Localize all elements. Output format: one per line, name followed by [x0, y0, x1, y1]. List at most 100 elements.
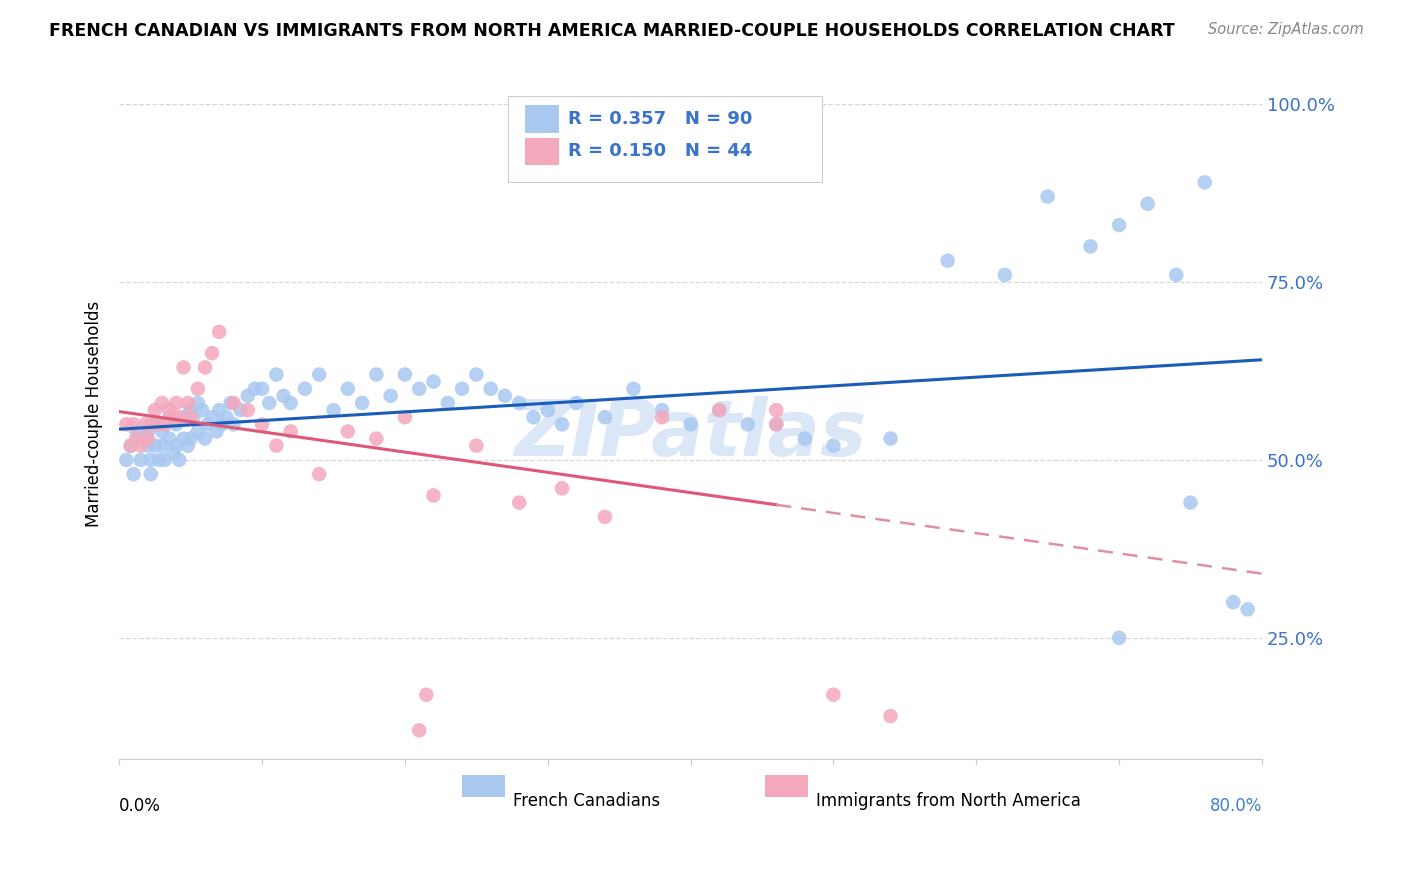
Point: [723, 112, 745, 126]
Point: [879, 432, 901, 446]
Point: [115, 417, 138, 432]
Text: R = 0.357   N = 90: R = 0.357 N = 90: [568, 110, 752, 128]
Point: [765, 403, 787, 417]
Text: R = 0.150   N = 44: R = 0.150 N = 44: [568, 143, 752, 161]
Point: [451, 382, 474, 396]
Point: [707, 403, 730, 417]
Point: [537, 403, 560, 417]
Point: [936, 253, 959, 268]
Point: [125, 425, 148, 439]
Point: [408, 723, 430, 738]
FancyBboxPatch shape: [524, 137, 560, 165]
Point: [280, 396, 302, 410]
Point: [136, 432, 159, 446]
Point: [120, 439, 142, 453]
Point: [823, 439, 845, 453]
Point: [148, 417, 170, 432]
Point: [336, 382, 359, 396]
Point: [173, 432, 195, 446]
Point: [465, 439, 488, 453]
Point: [139, 417, 162, 432]
Point: [180, 432, 202, 446]
Point: [165, 439, 187, 453]
Point: [408, 382, 430, 396]
Point: [187, 396, 209, 410]
Point: [522, 410, 544, 425]
Point: [366, 432, 388, 446]
Point: [173, 410, 195, 425]
Text: Source: ZipAtlas.com: Source: ZipAtlas.com: [1208, 22, 1364, 37]
Text: Immigrants from North America: Immigrants from North America: [817, 792, 1081, 810]
Point: [280, 425, 302, 439]
Point: [479, 382, 502, 396]
Point: [173, 360, 195, 375]
Point: [1036, 189, 1059, 203]
Point: [134, 417, 156, 432]
Point: [352, 396, 374, 410]
Point: [150, 396, 173, 410]
Point: [150, 439, 173, 453]
FancyBboxPatch shape: [524, 105, 560, 133]
Text: ZIPatlas: ZIPatlas: [515, 396, 866, 473]
Point: [162, 446, 184, 460]
Point: [707, 403, 730, 417]
Point: [208, 325, 231, 339]
Point: [222, 396, 245, 410]
Point: [183, 410, 205, 425]
Point: [157, 410, 180, 425]
Point: [415, 688, 437, 702]
Point: [1136, 196, 1159, 211]
Point: [153, 453, 176, 467]
Point: [211, 417, 233, 432]
Point: [508, 495, 530, 509]
Point: [136, 425, 159, 439]
Point: [551, 417, 574, 432]
Point: [115, 453, 138, 467]
Point: [236, 389, 259, 403]
Point: [134, 432, 156, 446]
Point: [150, 425, 173, 439]
Y-axis label: Married-couple Households: Married-couple Households: [86, 301, 103, 527]
Point: [177, 439, 200, 453]
Point: [765, 417, 787, 432]
Point: [215, 410, 238, 425]
Point: [143, 439, 166, 453]
Point: [180, 403, 202, 417]
Point: [336, 425, 359, 439]
Point: [180, 410, 202, 425]
Point: [129, 453, 152, 467]
Point: [422, 488, 444, 502]
Point: [651, 410, 673, 425]
Point: [551, 482, 574, 496]
Point: [266, 439, 288, 453]
Point: [765, 417, 787, 432]
Point: [494, 389, 516, 403]
Point: [465, 368, 488, 382]
Point: [162, 410, 184, 425]
Point: [394, 368, 416, 382]
Point: [823, 688, 845, 702]
Point: [380, 389, 402, 403]
Point: [508, 396, 530, 410]
Text: French Canadians: French Canadians: [513, 792, 661, 810]
Text: 80.0%: 80.0%: [1209, 797, 1263, 814]
Point: [243, 382, 266, 396]
Point: [194, 360, 217, 375]
Point: [122, 467, 145, 482]
Point: [157, 403, 180, 417]
Point: [793, 432, 815, 446]
Point: [129, 439, 152, 453]
Point: [565, 396, 588, 410]
Point: [219, 396, 242, 410]
Text: 0.0%: 0.0%: [120, 797, 162, 814]
Point: [366, 368, 388, 382]
Point: [623, 382, 645, 396]
Point: [197, 417, 219, 432]
Point: [143, 403, 166, 417]
Point: [266, 368, 288, 382]
Point: [593, 509, 616, 524]
Point: [250, 417, 273, 432]
Point: [139, 467, 162, 482]
Point: [1108, 218, 1130, 232]
Point: [1194, 175, 1216, 189]
